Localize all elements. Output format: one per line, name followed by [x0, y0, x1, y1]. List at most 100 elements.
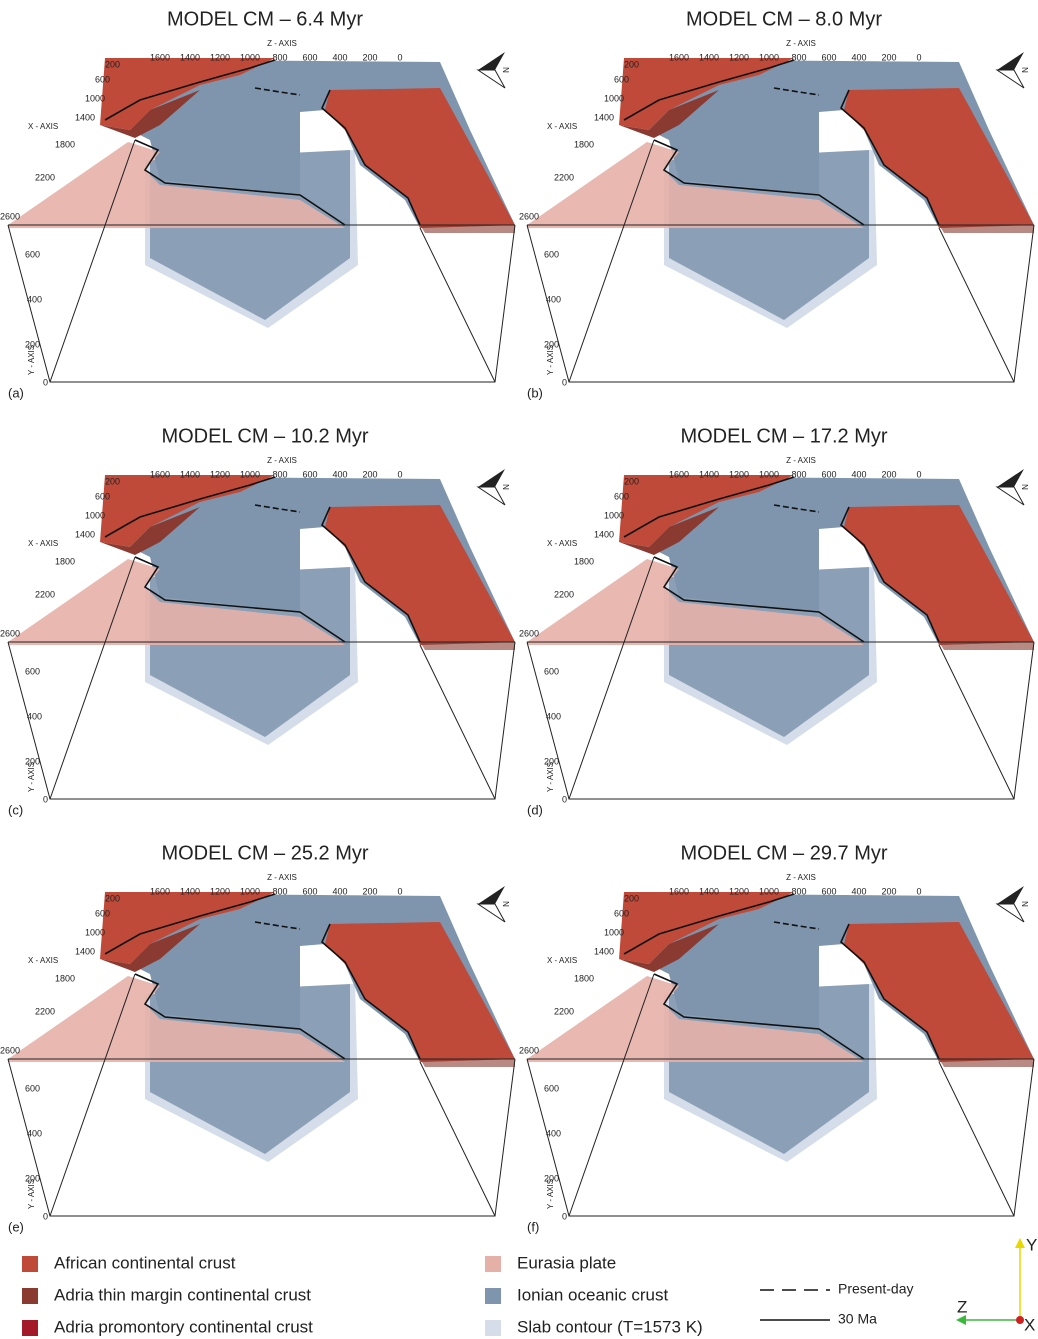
compass [997, 886, 1024, 904]
z-tick-label: 1400 [180, 469, 200, 479]
x-axis-label: X - AXIS [28, 539, 58, 548]
x-tick-label: 1800 [55, 556, 75, 566]
y-tick-label: 600 [25, 249, 40, 259]
panel-label: (d) [527, 802, 543, 817]
x-axis-label: X - AXIS [28, 956, 58, 965]
legend-line-label: Present-day [838, 1281, 913, 1297]
x-axis-label: X - AXIS [547, 539, 577, 548]
y-tick-label: 600 [544, 249, 559, 259]
front-edge [939, 1059, 1034, 1067]
compass [997, 469, 1024, 487]
z-tick-label: 400 [332, 52, 347, 62]
panel-label: (c) [8, 802, 23, 817]
compass [997, 70, 1024, 88]
x-tick-label: 200 [624, 893, 639, 903]
x-tick-label: 1000 [85, 927, 105, 937]
y-tick-label: 400 [546, 294, 561, 304]
y-axis-label: Y - AXIS [546, 1179, 555, 1209]
triad-z-head [956, 1315, 966, 1325]
x-tick-label: 200 [624, 476, 639, 486]
box-edge [939, 1062, 1014, 1216]
y-tick-label: 400 [546, 711, 561, 721]
legend-swatch [22, 1320, 38, 1336]
front-edge [939, 642, 1034, 650]
compass [478, 886, 505, 904]
z-tick-label: 200 [881, 886, 896, 896]
compass-label: N [1021, 67, 1030, 73]
compass-label: N [1021, 901, 1030, 907]
z-tick-label: 200 [362, 469, 377, 479]
z-tick-label: 800 [791, 469, 806, 479]
z-tick-label: 600 [302, 469, 317, 479]
z-tick-label: 800 [791, 52, 806, 62]
y-tick-label: 0 [43, 794, 48, 804]
front-edge [420, 642, 515, 650]
z-tick-label: 1000 [759, 886, 779, 896]
x-tick-label: 600 [95, 908, 110, 918]
z-tick-label: 1400 [180, 886, 200, 896]
z-tick-label: 800 [272, 469, 287, 479]
legend-label: Ionian oceanic crust [517, 1285, 668, 1304]
x-tick-label: 1000 [604, 927, 624, 937]
z-tick-label: 1200 [729, 886, 749, 896]
panel-title: MODEL CM – 8.0 Myr [686, 8, 882, 30]
x-tick-label: 1800 [55, 973, 75, 983]
compass-label: N [1021, 484, 1030, 490]
compass-label: N [502, 484, 511, 490]
triad-x-label: X [1024, 1315, 1035, 1334]
legend-swatch [22, 1288, 38, 1304]
z-tick-label: 200 [362, 52, 377, 62]
z-tick-label: 1600 [669, 52, 689, 62]
x-tick-label: 1000 [85, 510, 105, 520]
legend-label: Adria thin margin continental crust [54, 1285, 311, 1304]
y-tick-label: 0 [562, 794, 567, 804]
z-tick-label: 800 [272, 52, 287, 62]
z-tick-label: 1000 [759, 52, 779, 62]
box-edge [420, 1062, 495, 1216]
x-axis-label: X - AXIS [547, 122, 577, 131]
figure: MODEL CM – 6.4 Myr Z - AXIS 1600 1400 1200 10… [0, 0, 1038, 1339]
z-tick-label: 1400 [180, 52, 200, 62]
x-tick-label: 2600 [519, 628, 539, 638]
compass [478, 70, 505, 88]
axis-triad: Y Z X [956, 1235, 1037, 1334]
x-tick-label: 600 [95, 74, 110, 84]
z-tick-label: 0 [916, 886, 921, 896]
z-tick-label: 1200 [210, 469, 230, 479]
triad-z-label: Z [957, 1297, 967, 1316]
legend-swatch [485, 1256, 501, 1272]
front-edge [939, 225, 1034, 233]
x-tick-label: 1400 [75, 529, 95, 539]
z-tick-label: 400 [332, 469, 347, 479]
legend-label: African continental crust [54, 1253, 236, 1272]
box-edge [939, 228, 1014, 382]
y-tick-label: 600 [544, 666, 559, 676]
z-tick-label: 1000 [240, 886, 260, 896]
x-tick-label: 600 [614, 491, 629, 501]
triad-y-label: Y [1026, 1235, 1037, 1254]
z-axis-label: Z - AXIS [267, 39, 297, 48]
x-tick-label: 1800 [574, 973, 594, 983]
compass-label: N [502, 901, 511, 907]
z-tick-label: 600 [821, 52, 836, 62]
z-tick-label: 1600 [150, 886, 170, 896]
x-tick-label: 2600 [0, 1045, 20, 1055]
x-tick-label: 1400 [75, 112, 95, 122]
x-tick-label: 2200 [35, 1006, 55, 1016]
panel-title: MODEL CM – 6.4 Myr [167, 8, 363, 30]
panel-title: MODEL CM – 17.2 Myr [680, 425, 887, 447]
y-tick-label: 600 [25, 1083, 40, 1093]
y-tick-label: 0 [562, 377, 567, 387]
x-axis-label: X - AXIS [28, 122, 58, 131]
panel-title: MODEL CM – 25.2 Myr [161, 842, 368, 864]
y-axis-label: Y - AXIS [27, 762, 36, 792]
z-tick-label: 600 [821, 886, 836, 896]
z-tick-label: 1200 [210, 886, 230, 896]
compass [997, 52, 1024, 70]
z-axis-label: Z - AXIS [786, 456, 816, 465]
legend-swatch [485, 1320, 501, 1336]
z-tick-label: 1600 [150, 52, 170, 62]
compass [478, 469, 505, 487]
